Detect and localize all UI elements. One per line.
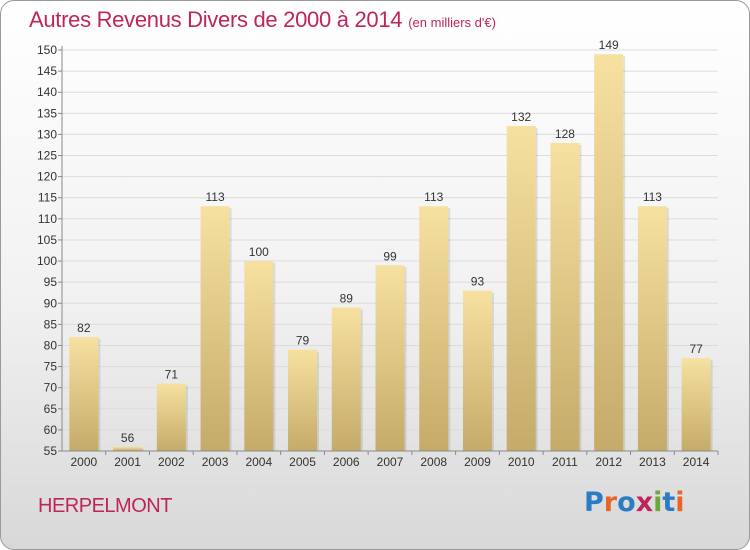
x-tick-label: 2002	[158, 455, 185, 469]
y-tick-label: 65	[44, 402, 58, 416]
bar	[331, 307, 361, 451]
y-tick-label: 85	[44, 317, 58, 331]
data-label: 82	[77, 321, 91, 335]
x-tick-label: 2009	[464, 455, 491, 469]
bar	[681, 358, 711, 451]
bar	[550, 142, 580, 451]
logo-letter: r	[603, 487, 618, 518]
x-tick-label: 2004	[245, 455, 272, 469]
labels: 55 60 65 70 75 80 85 90 95 100 105 110 115 120 125 130 1…	[37, 38, 710, 469]
x-tick-label: 2001	[114, 455, 141, 469]
x-tick-label: 2014	[683, 455, 710, 469]
bar	[637, 206, 667, 451]
logo-letter: o	[617, 487, 636, 518]
y-tick-label: 55	[44, 444, 58, 458]
chart-title-text: Autres Revenus Divers de 2000 à 2014	[29, 7, 403, 32]
x-tick-label: 2013	[639, 455, 666, 469]
bar	[419, 206, 449, 451]
data-label: 149	[599, 38, 619, 52]
logo-letter: t	[662, 487, 676, 518]
data-label: 100	[249, 245, 269, 259]
x-tick-label: 2010	[508, 455, 535, 469]
bar	[288, 349, 318, 451]
y-tick-label: 80	[44, 338, 58, 352]
x-tick-label: 2012	[595, 455, 622, 469]
y-tick-label: 135	[37, 106, 57, 120]
data-label: 77	[689, 342, 703, 356]
bar	[200, 206, 230, 451]
bar	[506, 125, 536, 452]
data-label: 71	[165, 367, 179, 381]
data-label: 89	[340, 291, 354, 305]
y-tick-label: 100	[37, 254, 57, 268]
logo-letter: x	[635, 487, 654, 518]
logo-letter: i	[675, 487, 685, 518]
y-tick-label: 70	[44, 381, 58, 395]
data-label: 93	[471, 275, 485, 289]
bar	[375, 265, 405, 451]
bar	[69, 337, 99, 451]
x-tick-label: 2003	[202, 455, 229, 469]
y-tick-label: 130	[37, 127, 57, 141]
y-tick-label: 150	[37, 43, 57, 57]
data-label: 99	[383, 249, 397, 263]
bar	[594, 54, 624, 451]
bar	[156, 383, 186, 451]
logo-letter: P	[584, 487, 604, 518]
chart-title: Autres Revenus Divers de 2000 à 2014 (en …	[29, 7, 496, 33]
data-label: 132	[511, 110, 531, 124]
data-label: 79	[296, 334, 310, 348]
x-tick-label: 2005	[289, 455, 316, 469]
x-tick-label: 2007	[377, 455, 404, 469]
data-label: 56	[121, 431, 135, 445]
chart-title-unit: (en milliers d'€)	[408, 15, 496, 30]
y-tick-label: 105	[37, 233, 57, 247]
data-label: 113	[424, 190, 443, 204]
data-label: 113	[205, 190, 224, 204]
proxiti-logo: Proxiti	[584, 487, 685, 518]
y-tick-label: 110	[38, 212, 57, 226]
data-label: 128	[555, 127, 575, 141]
y-tick-label: 115	[38, 191, 57, 205]
y-tick-label: 75	[44, 360, 58, 374]
y-tick-label: 140	[37, 85, 57, 99]
data-label: 113	[643, 190, 662, 204]
y-tick-label: 145	[37, 64, 57, 78]
y-tick-label: 125	[37, 149, 57, 163]
bars	[69, 54, 713, 452]
x-tick-label: 2000	[71, 455, 98, 469]
y-tick-label: 60	[44, 423, 58, 437]
logo-letter: i	[653, 487, 663, 518]
y-tick-label: 90	[44, 296, 58, 310]
y-tick-label: 120	[37, 170, 57, 184]
bar	[462, 290, 492, 451]
x-tick-label: 2011	[552, 455, 578, 469]
x-tick-label: 2006	[333, 455, 360, 469]
axes	[58, 46, 719, 455]
commune-name: HERPELMONT	[38, 495, 172, 517]
y-tick-label: 95	[44, 275, 58, 289]
bar	[113, 446, 143, 451]
bar	[244, 261, 274, 451]
x-tick-label: 2008	[420, 455, 447, 469]
